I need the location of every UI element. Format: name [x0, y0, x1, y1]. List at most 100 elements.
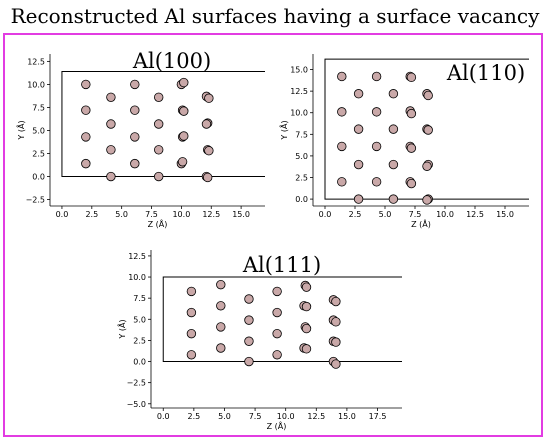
y-tick-label: 7.5: [32, 103, 45, 112]
atom-point: [422, 195, 432, 205]
atom-point: [272, 307, 282, 318]
y-tick-label: −5.0: [127, 400, 146, 409]
x-tick-label: 15.0: [496, 210, 514, 219]
x-axis-label: Z (Å): [148, 218, 168, 229]
atom-point: [216, 343, 226, 353]
atom-point: [331, 317, 341, 327]
y-tick-label: −2.5: [26, 196, 45, 205]
atom-point: [106, 171, 116, 182]
atom-point: [130, 158, 140, 169]
atom-point: [406, 72, 417, 83]
y-tick-label: 2.5: [295, 174, 308, 183]
atom-point: [186, 307, 197, 318]
x-tick-label: 2.5: [349, 210, 362, 219]
x-tick-label: 7.5: [409, 210, 422, 219]
y-tick-label: 5.0: [295, 152, 308, 161]
atom-point: [301, 301, 312, 312]
y-tick-label: 2.5: [32, 149, 45, 158]
x-tick-label: 15.0: [338, 412, 356, 421]
x-axis-label: Z (Å): [411, 218, 431, 229]
x-tick-label: 12.5: [307, 412, 325, 421]
atom-point: [130, 105, 140, 115]
atom-point: [216, 301, 226, 311]
atom-point: [272, 286, 282, 297]
atom-point: [337, 141, 347, 152]
atom-point: [388, 124, 399, 134]
atom-point: [272, 328, 282, 339]
y-tick-label: 15.0: [290, 66, 308, 75]
atom-point: [301, 282, 312, 292]
panel-title: Al(100): [132, 49, 211, 73]
atom-point: [301, 323, 312, 334]
atom-point: [186, 350, 197, 360]
atom-point: [406, 108, 417, 119]
x-tick-label: 15.0: [232, 210, 250, 219]
atom-point: [371, 177, 382, 187]
atom-point: [177, 157, 188, 167]
atom-point: [204, 146, 214, 156]
cell-boundary: [61, 71, 265, 178]
x-tick-label: 12.5: [202, 210, 220, 219]
x-tick-label: 10.0: [277, 412, 295, 421]
atom-point: [388, 159, 399, 170]
atom-point: [204, 93, 214, 103]
atom-point: [153, 171, 164, 182]
atom-point: [130, 132, 140, 142]
y-tick-label: 12.5: [27, 57, 45, 66]
y-tick-label: 12.5: [290, 87, 308, 96]
figure-title: Reconstructed Al surfaces having a surfa…: [10, 4, 540, 28]
x-tick-label: 2.5: [85, 210, 98, 219]
x-tick-label: 0.0: [319, 210, 332, 219]
y-tick-label: 5.0: [32, 126, 45, 135]
x-tick-label: 7.5: [145, 210, 158, 219]
atom-point: [422, 161, 432, 171]
atom-point: [153, 119, 164, 129]
atom-point: [388, 194, 399, 204]
atom-point: [331, 359, 341, 369]
atom-point: [331, 337, 341, 347]
x-tick-label: 7.5: [249, 412, 262, 421]
y-axis-label: Y (Å): [278, 120, 289, 140]
atom-point: [244, 336, 254, 346]
y-tick-label: 0.0: [133, 358, 146, 367]
atom-point: [244, 294, 254, 304]
x-tick-label: 5.0: [115, 210, 128, 219]
y-tick-label: 12.5: [128, 252, 146, 261]
atom-point: [406, 143, 417, 153]
x-tick-label: 0.0: [157, 412, 170, 421]
atom-point: [106, 145, 116, 155]
atom-point: [153, 145, 164, 155]
atom-point: [106, 119, 116, 129]
atom-point: [202, 172, 213, 183]
atom-point: [272, 350, 282, 360]
x-axis-label: Z (Å): [267, 420, 287, 431]
x-tick-label: 5.0: [218, 412, 231, 421]
atom-point: [371, 71, 382, 82]
atom-point: [371, 107, 382, 117]
y-tick-label: 7.5: [295, 130, 308, 139]
atom-point: [130, 79, 140, 90]
atom-point: [371, 141, 382, 152]
y-tick-label: 2.5: [133, 336, 146, 345]
atom-point: [81, 132, 91, 142]
atom-point: [353, 124, 364, 134]
atom-point: [179, 131, 189, 141]
atom-point: [81, 79, 91, 90]
cell-boundary: [162, 276, 402, 363]
x-tick-label: 10.0: [436, 210, 454, 219]
atom-point: [353, 194, 364, 204]
x-tick-label: 5.0: [379, 210, 392, 219]
atom-point: [179, 77, 189, 88]
y-tick-label: −2.5: [127, 379, 146, 388]
atom-point: [337, 71, 347, 82]
atom-point: [186, 328, 197, 339]
atom-point: [244, 315, 254, 325]
panel-2: 0.0 2.5 5.0 7.5 10.0 12.5 15.0 0.0 2.5 5.0 7.5 10.0…: [278, 54, 529, 229]
figure-frame: [3, 33, 543, 437]
y-tick-label: 10.0: [128, 273, 146, 282]
atom-point: [216, 322, 226, 332]
atom-point: [244, 356, 254, 367]
x-tick-label: 10.0: [172, 210, 190, 219]
atom-point: [186, 286, 197, 297]
